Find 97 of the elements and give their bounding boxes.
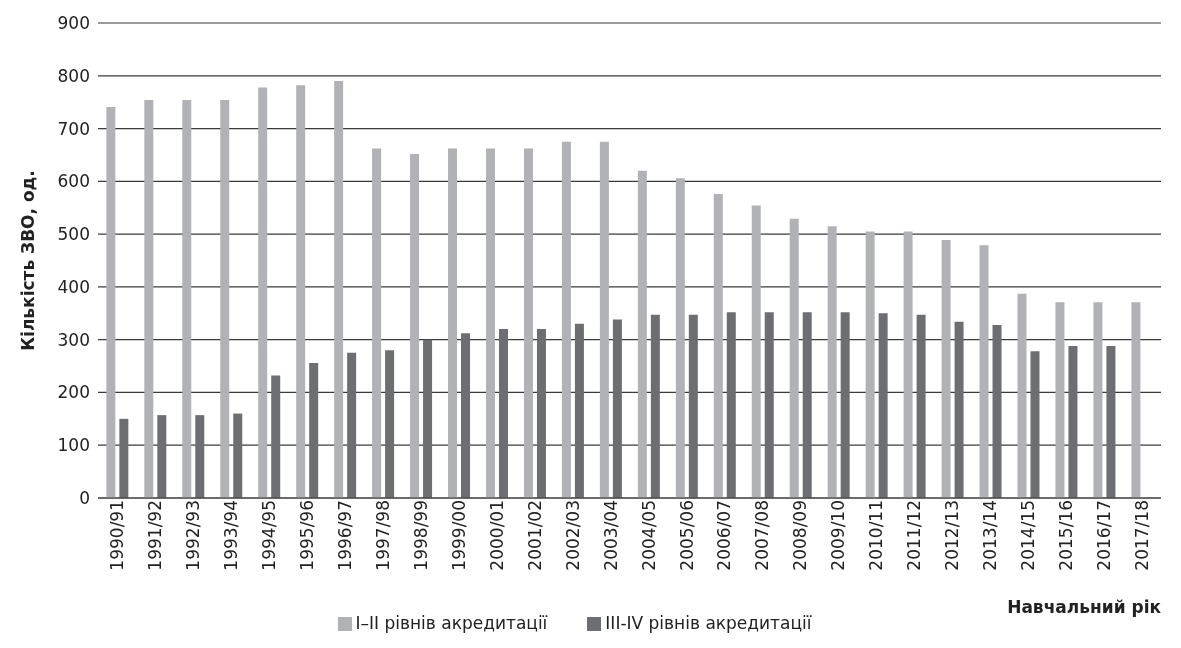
y-axis-title: Кількість ЗВО, од. — [18, 170, 39, 351]
x-tick-label: 2000/01 — [486, 500, 507, 571]
bar — [1030, 351, 1040, 498]
bar — [903, 231, 913, 498]
y-tick-label: 200 — [57, 382, 90, 403]
y-tick-label: 400 — [57, 276, 90, 297]
bar — [296, 85, 306, 498]
x-tick-label: 1998/99 — [410, 500, 431, 571]
x-tick-label: 1994/95 — [258, 500, 279, 571]
bar — [574, 323, 584, 498]
bar — [106, 106, 116, 498]
x-tick-label: 2004/05 — [638, 500, 659, 571]
bar — [764, 312, 774, 498]
bar — [840, 312, 850, 498]
bar — [536, 329, 546, 498]
bar — [182, 100, 192, 498]
x-tick-label: 2006/07 — [714, 500, 735, 571]
x-tick-label: 2002/03 — [562, 500, 583, 571]
bar — [726, 312, 736, 498]
bar — [675, 178, 685, 498]
bar — [561, 141, 571, 498]
bar — [688, 314, 698, 498]
x-tick-label: 2001/02 — [524, 500, 545, 571]
x-tick-label: 2010/11 — [866, 500, 887, 571]
bar — [802, 312, 812, 498]
bar — [347, 352, 357, 498]
bar — [144, 100, 154, 498]
bar — [119, 418, 129, 498]
bar — [979, 245, 989, 498]
bar — [461, 333, 471, 498]
y-tick-label: 900 — [57, 13, 90, 34]
bar — [954, 321, 964, 498]
y-tick-label: 500 — [57, 224, 90, 245]
x-tick-label: 2008/09 — [790, 500, 811, 571]
bar — [827, 226, 837, 498]
x-tick-label: 2009/10 — [828, 500, 849, 571]
bar — [448, 148, 458, 498]
bar — [1093, 302, 1103, 498]
x-tick-label: 2007/08 — [752, 500, 773, 571]
bar — [385, 350, 395, 498]
x-tick-label: 1995/96 — [296, 500, 317, 571]
bar — [992, 324, 1002, 498]
bar — [523, 148, 533, 498]
bar — [410, 153, 420, 498]
bar — [258, 87, 268, 498]
bar — [334, 81, 344, 498]
y-tick-label: 0 — [79, 488, 90, 509]
y-tick-label: 300 — [57, 329, 90, 350]
bar — [220, 100, 230, 498]
bar — [1017, 293, 1027, 498]
bar — [650, 314, 660, 498]
x-tick-label: 1990/91 — [107, 500, 128, 571]
x-tick-label: 2005/06 — [676, 500, 697, 571]
x-tick-label: 1996/97 — [334, 500, 355, 571]
x-axis-title: Навчальний рік — [1007, 597, 1162, 617]
x-tick-label: 1993/94 — [220, 500, 241, 571]
x-tick-label: 1997/98 — [372, 500, 393, 571]
y-tick-label: 800 — [57, 65, 90, 86]
bar — [789, 218, 799, 498]
bar — [486, 148, 495, 498]
y-tick-label: 600 — [57, 171, 90, 192]
x-tick-label: 2017/18 — [1132, 500, 1153, 571]
x-tick-label: 2013/14 — [980, 500, 1001, 571]
bar — [423, 339, 433, 498]
x-tick-label: 2014/15 — [1018, 500, 1039, 571]
x-tick-label: 2011/12 — [904, 500, 925, 571]
bar — [309, 362, 319, 498]
bar — [878, 313, 888, 498]
x-tick-label: 1999/00 — [448, 500, 469, 571]
bar — [372, 148, 382, 498]
bar — [751, 205, 761, 498]
bar — [195, 415, 205, 498]
x-tick-label: 2012/13 — [942, 500, 963, 571]
y-tick-label: 100 — [57, 435, 90, 456]
bar — [157, 415, 167, 498]
x-tick-label: 2003/04 — [600, 500, 621, 571]
y-tick-label: 700 — [57, 118, 90, 139]
legend-label: I–II рівнів акредитації — [355, 613, 548, 633]
x-tick-label: 2016/17 — [1094, 500, 1115, 571]
bar — [599, 141, 609, 498]
bar — [637, 170, 647, 498]
bar — [1055, 302, 1065, 498]
bar — [612, 319, 622, 498]
bar — [916, 314, 926, 498]
bar — [941, 239, 951, 498]
bar — [1131, 302, 1141, 498]
x-tick-label: 1992/93 — [182, 500, 203, 571]
bar — [233, 413, 243, 498]
bar — [1106, 346, 1116, 498]
bar — [713, 194, 723, 498]
bar — [499, 329, 508, 498]
x-tick-label: 1991/92 — [145, 500, 166, 571]
bar — [865, 231, 875, 498]
legend-label: III-IV рівнів акредитації — [605, 613, 812, 633]
bar — [1068, 346, 1078, 498]
bar — [271, 375, 281, 498]
x-tick-label: 2015/16 — [1056, 500, 1077, 571]
